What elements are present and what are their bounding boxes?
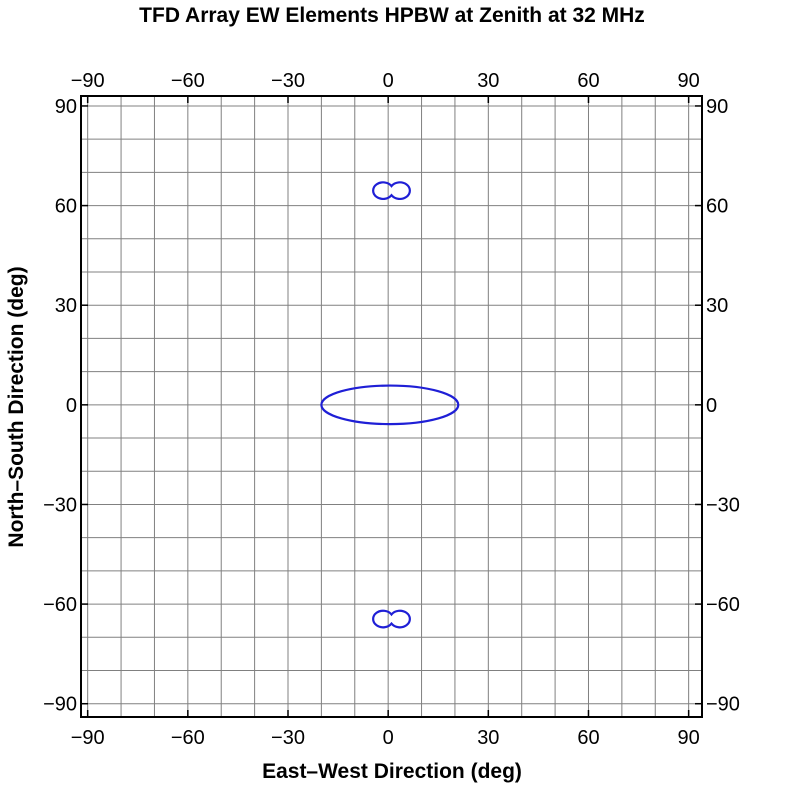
x-tick-label-bottom: 90 bbox=[678, 727, 700, 749]
y-tick-label-right: 90 bbox=[706, 96, 728, 118]
axis-ticks: −90 −90 −60 −60 −30 −30 0 0 30 30 60 60 90 90 −90 −90 −6… bbox=[43, 70, 740, 749]
y-tick-label-left: −60 bbox=[43, 594, 77, 616]
x-tick-label-top: 30 bbox=[477, 70, 499, 92]
x-tick-label-bottom: −90 bbox=[71, 727, 105, 749]
x-tick-label-top: 0 bbox=[383, 70, 394, 92]
x-tick-label-top: −60 bbox=[171, 70, 205, 92]
x-tick-label-bottom: −60 bbox=[171, 727, 205, 749]
y-tick-label-right: −60 bbox=[706, 594, 740, 616]
x-tick-label-top: −90 bbox=[71, 70, 105, 92]
chart-title: TFD Array EW Elements HPBW at Zenith at … bbox=[139, 4, 645, 27]
x-tick-label-bottom: −30 bbox=[271, 727, 305, 749]
y-tick-label-left: 30 bbox=[55, 295, 77, 317]
x-tick-label-bottom: 60 bbox=[577, 727, 599, 749]
y-axis-label: North–South Direction (deg) bbox=[5, 266, 28, 547]
hpbw-grating-lobe-south bbox=[372, 609, 411, 629]
plot-frame bbox=[80, 95, 703, 718]
hpbw-grating-lobe-north bbox=[372, 181, 411, 201]
x-axis-label: East–West Direction (deg) bbox=[262, 760, 522, 783]
y-tick-label-left: −30 bbox=[43, 494, 77, 516]
y-tick-label-right: 60 bbox=[706, 196, 728, 218]
hpbw-main-beam bbox=[320, 384, 460, 426]
y-tick-label-right: −90 bbox=[706, 694, 740, 716]
x-tick-label-top: 60 bbox=[577, 70, 599, 92]
y-tick-label-right: −30 bbox=[706, 494, 740, 516]
x-tick-label-top: −30 bbox=[271, 70, 305, 92]
y-tick-label-left: 60 bbox=[55, 196, 77, 218]
y-tick-label-left: −90 bbox=[43, 694, 77, 716]
plot-series bbox=[320, 181, 460, 629]
x-tick-label-bottom: 30 bbox=[477, 727, 499, 749]
grid bbox=[81, 96, 702, 717]
y-tick-label-right: 0 bbox=[706, 395, 717, 417]
y-tick-label-left: 90 bbox=[55, 96, 77, 118]
x-tick-label-top: 90 bbox=[678, 70, 700, 92]
y-tick-label-left: 0 bbox=[66, 395, 77, 417]
y-tick-label-right: 30 bbox=[706, 295, 728, 317]
x-tick-label-bottom: 0 bbox=[383, 727, 394, 749]
